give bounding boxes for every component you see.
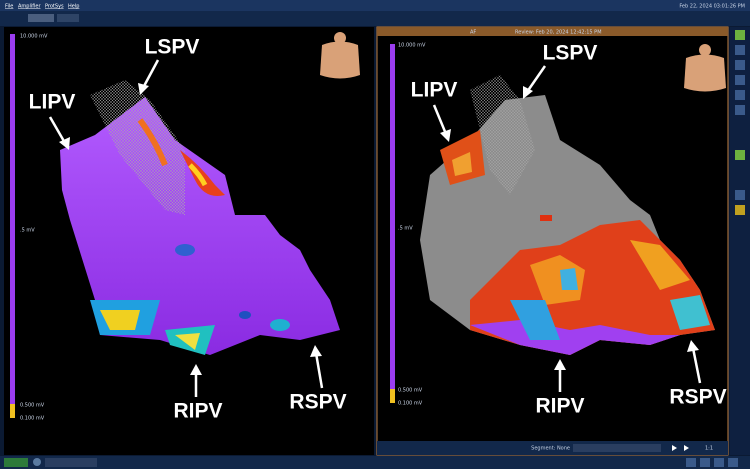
tool-button[interactable] — [735, 45, 745, 55]
vein-label: RSPV — [669, 386, 726, 409]
voltage-map — [60, 80, 340, 355]
status-button[interactable] — [700, 458, 710, 467]
tool-button[interactable] — [735, 75, 745, 85]
voltage-map — [420, 75, 715, 355]
menu-item[interactable]: Amplifier — [18, 4, 41, 10]
arrow — [432, 104, 448, 135]
vein-label: LIPV — [411, 79, 458, 102]
scale-label: 10.000 mV — [398, 43, 426, 49]
tool-button[interactable] — [735, 190, 745, 200]
tool-button[interactable] — [735, 60, 745, 70]
arrow — [141, 59, 160, 89]
left-panel: 10.000 mV .5 mV 0.500 mV 0.100 mV LSPV L… — [4, 27, 374, 455]
status-button[interactable] — [686, 458, 696, 467]
menu-item[interactable]: Help — [68, 4, 79, 10]
status-button[interactable] — [728, 458, 738, 467]
color-scale — [10, 404, 15, 418]
scale-label: 10.000 mV — [20, 34, 48, 40]
scale-label: 0.100 mV — [398, 401, 423, 407]
arrow-head — [554, 359, 566, 370]
scale-label: 0.500 mV — [20, 403, 45, 409]
dropdown[interactable] — [573, 444, 661, 452]
ratio-label: 1:1 — [705, 446, 713, 452]
review-label: Review: Feb 20, 2024 12:42:15 PM — [515, 30, 602, 36]
menu-bar — [0, 0, 750, 11]
status-button[interactable] — [4, 458, 28, 467]
color-scale — [390, 44, 395, 389]
dropdown[interactable] — [28, 14, 54, 22]
color-scale — [10, 34, 15, 404]
toolbar — [0, 11, 750, 26]
status-bar — [0, 456, 750, 469]
vein-label: LSPV — [145, 36, 200, 59]
scale-label: 0.500 mV — [398, 388, 423, 394]
play-button[interactable] — [672, 445, 677, 451]
scale-label: .5 mV — [398, 226, 413, 232]
menu-item[interactable]: ProtSys — [45, 4, 64, 10]
arrow-head — [190, 364, 202, 375]
arrow — [691, 347, 702, 384]
vein-label: RSPV — [289, 391, 346, 414]
arrow — [48, 116, 67, 144]
arrow-head — [687, 340, 699, 352]
arrow-head — [440, 129, 451, 142]
tool-button[interactable] — [735, 205, 745, 215]
arrow — [525, 65, 547, 93]
torso-icon — [320, 32, 360, 79]
torso-icon — [684, 44, 726, 92]
scale-label: .5 mV — [20, 228, 35, 234]
mode-label: AF — [470, 30, 476, 36]
status-button[interactable] — [714, 458, 724, 467]
arrow-head — [523, 86, 533, 99]
status-icon — [33, 458, 41, 466]
step-button[interactable] — [684, 445, 689, 451]
vein-label: RIPV — [173, 400, 222, 423]
status-field[interactable] — [45, 458, 97, 467]
dropdown[interactable] — [57, 14, 79, 22]
arrow-head — [59, 137, 70, 150]
tool-button[interactable] — [735, 30, 745, 40]
menu-item[interactable]: File — [5, 4, 13, 10]
tool-button[interactable] — [735, 90, 745, 100]
tool-button[interactable] — [735, 150, 745, 160]
arrow-head — [310, 345, 322, 357]
segment-label: Segment: None — [531, 446, 570, 452]
clock: Feb 22, 2024 03:01:26 PM — [679, 4, 745, 10]
vein-label: LIPV — [29, 91, 76, 114]
tool-button[interactable] — [735, 105, 745, 115]
arrow — [314, 352, 324, 389]
side-toolbar — [730, 27, 750, 455]
panel-header — [377, 27, 728, 36]
vein-label: RIPV — [535, 395, 584, 418]
right-panel: AF Review: Feb 20, 2024 12:42:15 PM 10.0… — [376, 26, 729, 456]
arrow-head — [138, 83, 149, 95]
color-scale — [390, 389, 395, 403]
scale-label: 0.100 mV — [20, 416, 45, 422]
vein-label: LSPV — [543, 42, 598, 65]
